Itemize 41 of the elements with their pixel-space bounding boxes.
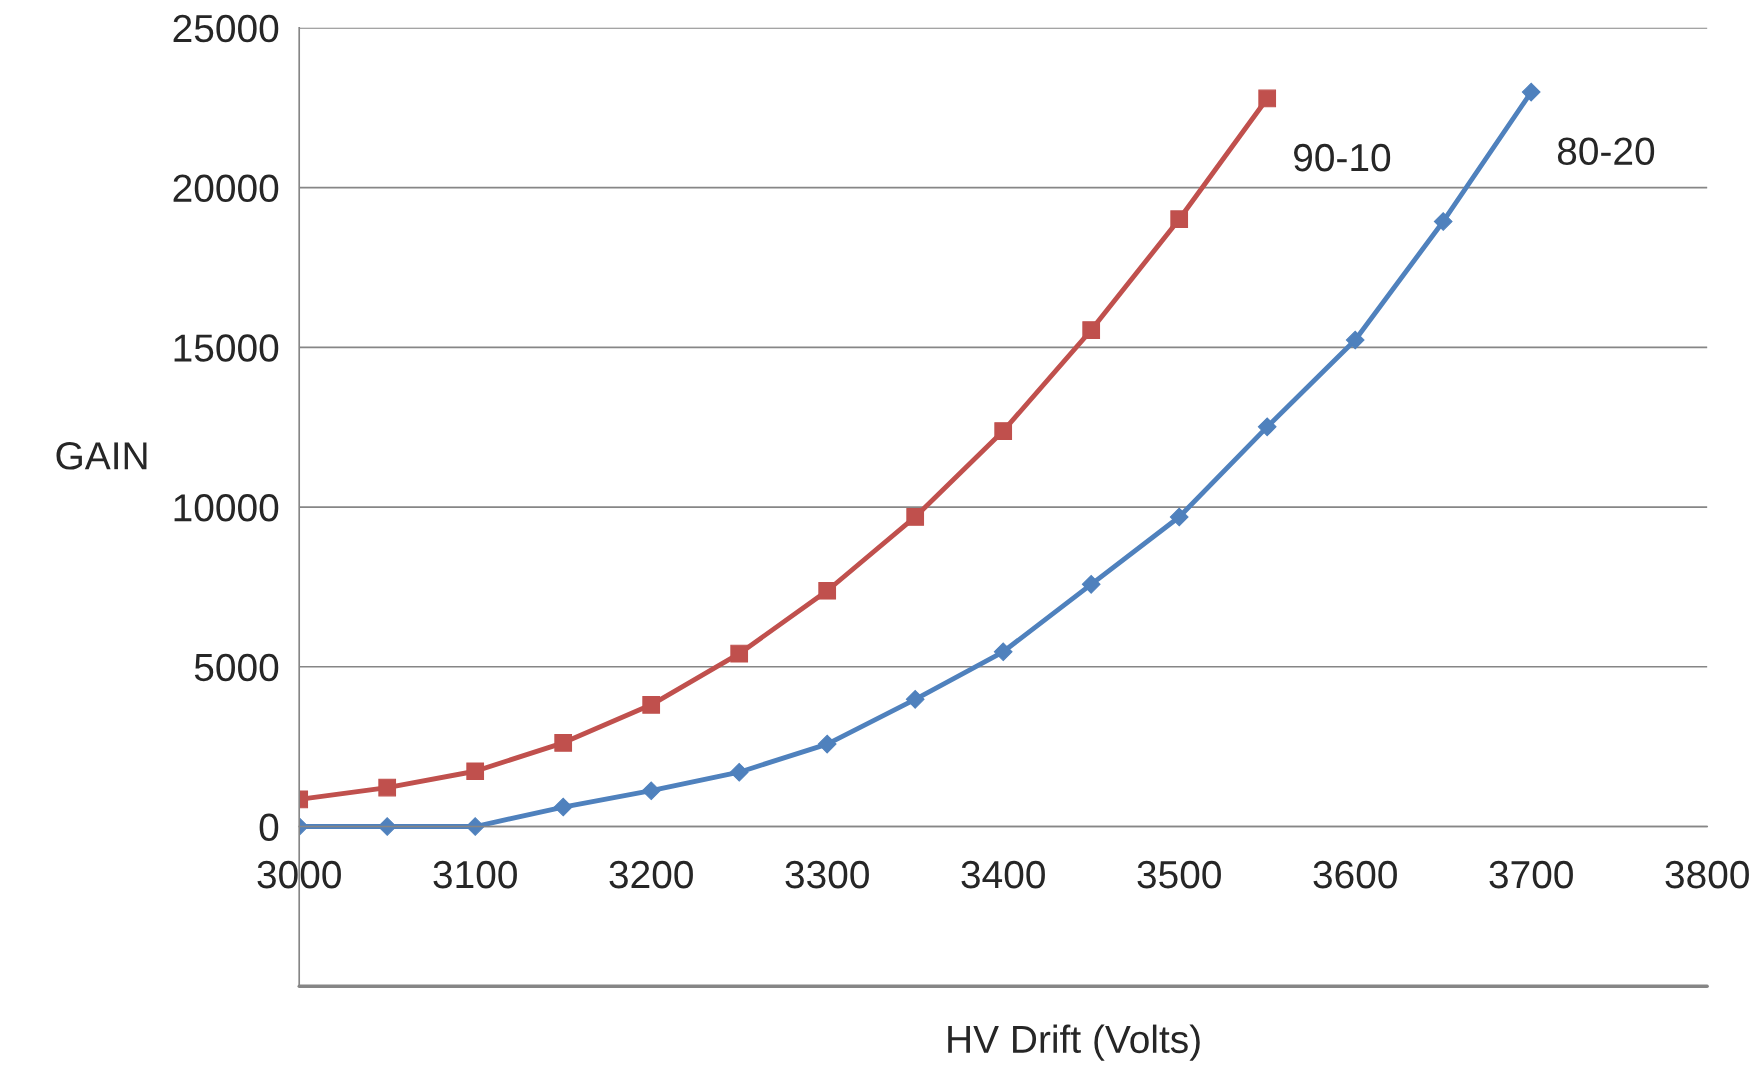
point bbox=[1170, 210, 1189, 229]
x-tick-label: 3300 bbox=[785, 860, 869, 889]
point bbox=[1345, 330, 1365, 350]
x-tick-label: 3500 bbox=[1137, 860, 1221, 889]
point bbox=[553, 797, 573, 817]
point bbox=[1258, 89, 1277, 108]
point bbox=[466, 762, 485, 781]
x-tick-label: 3700 bbox=[1489, 860, 1573, 889]
x-tick-label: 3400 bbox=[961, 860, 1045, 889]
point bbox=[642, 695, 661, 714]
point bbox=[818, 581, 837, 600]
y-tick-label: 10000 bbox=[174, 493, 279, 522]
y-tick-label: 20000 bbox=[173, 174, 279, 203]
point bbox=[1433, 212, 1453, 231]
point bbox=[1081, 575, 1101, 594]
point bbox=[730, 644, 749, 663]
point bbox=[378, 778, 397, 797]
x-tick-label: 3100 bbox=[433, 860, 517, 889]
y-tick-label: 15000 bbox=[174, 334, 279, 362]
point bbox=[641, 781, 661, 801]
point bbox=[1521, 82, 1541, 102]
point bbox=[993, 642, 1013, 662]
series-label: 90-10 bbox=[1294, 143, 1391, 172]
y-tick-label: 5000 bbox=[194, 653, 279, 682]
series-label: 80-20 bbox=[1557, 137, 1655, 166]
y-tick-label: 25000 bbox=[173, 14, 279, 43]
point bbox=[817, 734, 837, 754]
point bbox=[905, 690, 925, 709]
x-tick-label: 3200 bbox=[609, 860, 693, 889]
x-tick-label: 3800 bbox=[1665, 860, 1749, 889]
x-tick-label: 3600 bbox=[1313, 860, 1397, 889]
y-axis-title: GAIN bbox=[56, 442, 147, 470]
point bbox=[729, 762, 749, 782]
point bbox=[1169, 507, 1189, 527]
point bbox=[906, 508, 925, 526]
point bbox=[554, 733, 573, 752]
y-tick-label: 0 bbox=[259, 813, 279, 841]
point bbox=[1082, 321, 1101, 339]
point bbox=[994, 422, 1013, 440]
x-axis-title: HV Drift (Volts) bbox=[948, 1024, 1200, 1061]
point bbox=[1257, 417, 1277, 437]
